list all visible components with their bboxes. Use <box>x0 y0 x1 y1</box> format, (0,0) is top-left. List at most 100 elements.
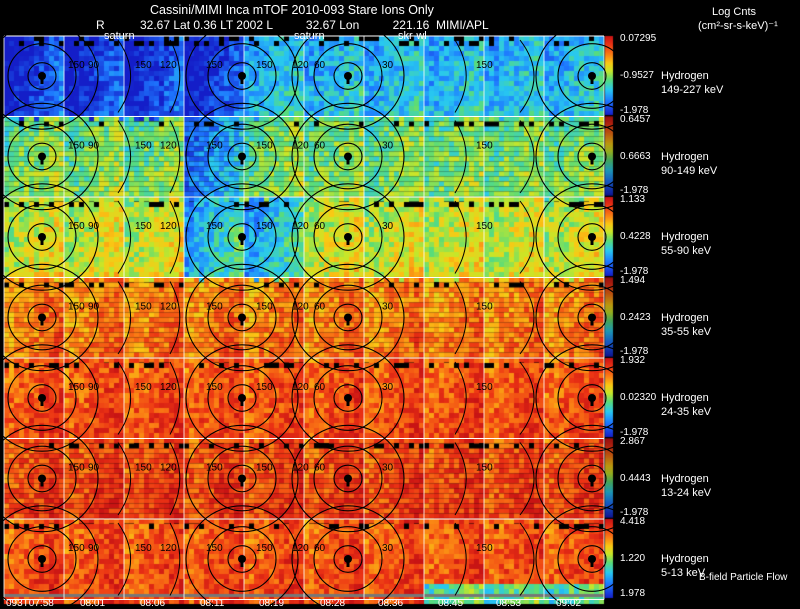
contour-label: 90 <box>88 543 100 554</box>
contour-line <box>117 361 132 435</box>
contour-label: 150 <box>135 221 152 232</box>
contour-line <box>117 120 132 194</box>
saturn-marker <box>38 72 46 80</box>
contour-label: 150 <box>476 382 493 393</box>
saturn-marker-stem <box>240 159 244 165</box>
energy-label: 13-24 keV <box>661 486 712 499</box>
contour-line <box>27 545 57 573</box>
saturn-marker <box>238 394 246 402</box>
contour-line <box>557 204 627 270</box>
contour-line <box>535 22 649 130</box>
species-label: Hydrogen <box>661 553 709 565</box>
contour-line <box>227 62 257 90</box>
contour-line <box>7 445 77 512</box>
saturn-marker <box>344 313 352 322</box>
contour-line <box>185 102 299 211</box>
colorbar-mid: 0.02320 <box>620 392 657 403</box>
saturn-marker <box>344 233 352 241</box>
saturn-marker <box>588 233 596 241</box>
saturn-label-1: saturn <box>104 30 135 42</box>
saturn-marker-stem <box>240 240 244 245</box>
contour-label: 150 <box>256 302 273 313</box>
saturn-marker-stem <box>590 159 594 165</box>
contour-label: 90 <box>88 141 100 152</box>
saturn-marker <box>238 555 246 563</box>
colorbar-max: 0.6457 <box>620 113 651 125</box>
contour-line <box>227 464 257 493</box>
contour-line <box>519 120 535 194</box>
saturn-marker <box>38 474 46 483</box>
skr-label: skr-wl <box>398 30 427 42</box>
contour-line <box>333 62 363 90</box>
contour-label: 60 <box>314 382 326 393</box>
contour-line <box>519 442 535 516</box>
contour-label: 60 <box>314 221 326 232</box>
time-tick-label: 08:45 <box>438 598 464 609</box>
contour-label: 150 <box>256 221 273 232</box>
contour-label: 30 <box>382 60 394 71</box>
contour-line <box>313 526 383 592</box>
contour-label: 150 <box>68 60 85 71</box>
contour-line <box>557 43 627 109</box>
saturn-marker-stem <box>590 481 594 487</box>
contour-line <box>291 22 405 130</box>
colorbar-mid: 1.220 <box>620 553 646 564</box>
contour-line <box>169 120 181 194</box>
contour-line <box>535 263 649 372</box>
saturn-marker-stem <box>40 401 44 406</box>
contour-label: 60 <box>314 543 326 554</box>
saturn-marker <box>344 394 352 402</box>
r-label: R <box>96 18 105 32</box>
contour-line <box>7 365 77 431</box>
contour-line <box>557 365 627 431</box>
contour-line <box>454 120 467 194</box>
time-tick-label: 08:19 <box>259 598 285 609</box>
contour-label: 150 <box>68 382 85 393</box>
contour-line <box>7 284 77 351</box>
contour-line <box>577 223 607 251</box>
contour-line <box>577 303 607 332</box>
saturn-marker-stem <box>40 320 44 326</box>
contour-line <box>0 263 99 372</box>
contour-line <box>291 344 405 452</box>
ephemeris-line: 32.67 Lat 0.36 LT 2002 L 32.67 Lon 221.1… <box>140 18 489 32</box>
saturn-marker-stem <box>240 481 244 487</box>
contour-label: 150 <box>476 60 493 71</box>
contour-line <box>577 142 607 171</box>
contour-line <box>0 102 99 211</box>
saturn-marker-stem <box>346 562 350 567</box>
contour-line <box>557 445 627 512</box>
contour-line <box>291 263 405 372</box>
contour-line <box>519 281 535 355</box>
contour-line <box>519 39 535 113</box>
contour-label: 120 <box>292 60 309 71</box>
contour-label: 150 <box>68 543 85 554</box>
contour-line <box>117 442 132 516</box>
legend-units: (cm²-sr-s-keV)⁻¹ <box>698 20 778 32</box>
contour-label: 120 <box>292 141 309 152</box>
contour-label: 150 <box>476 543 493 554</box>
contour-line <box>207 445 277 512</box>
contour-label: 90 <box>88 382 100 393</box>
saturn-marker <box>344 72 352 80</box>
contour-line <box>0 183 99 291</box>
energy-label: 149-227 keV <box>661 84 724 96</box>
contour-label: 150 <box>135 463 152 474</box>
contour-label: 30 <box>382 221 394 232</box>
colorbar-min: -1.978 <box>620 507 649 518</box>
contour-line <box>207 43 277 109</box>
contour-line <box>169 200 181 274</box>
contour-line <box>227 223 257 251</box>
contour-line <box>185 183 299 291</box>
contour-label: 150 <box>206 382 223 393</box>
contour-label: 30 <box>382 382 394 393</box>
contour-label: 150 <box>256 382 273 393</box>
contour-line <box>7 204 77 270</box>
contour-line <box>291 102 405 211</box>
contour-line <box>185 505 299 609</box>
contour-line <box>577 62 607 90</box>
contour-label: 150 <box>206 60 223 71</box>
contour-line <box>454 39 467 113</box>
contour-line <box>169 522 181 596</box>
